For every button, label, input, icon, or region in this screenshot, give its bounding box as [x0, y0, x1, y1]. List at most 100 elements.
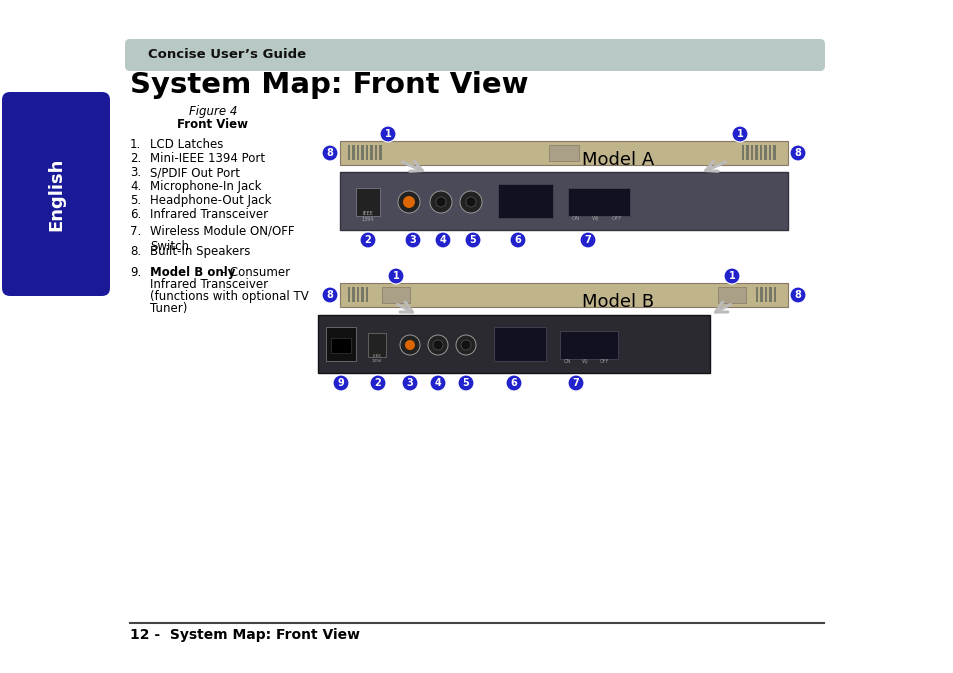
- Circle shape: [459, 191, 481, 213]
- Bar: [339, 172, 787, 230]
- Text: 2.: 2.: [130, 152, 141, 165]
- Text: System Map: Front View: System Map: Front View: [130, 71, 528, 99]
- Text: 12 -  System Map: Front View: 12 - System Map: Front View: [130, 628, 359, 642]
- Circle shape: [464, 232, 480, 248]
- FancyBboxPatch shape: [2, 92, 110, 296]
- Text: Model B: Model B: [581, 293, 653, 311]
- Circle shape: [456, 335, 476, 355]
- Bar: [368, 333, 386, 357]
- Text: 6: 6: [514, 235, 521, 245]
- Text: 4: 4: [435, 378, 441, 388]
- Bar: [497, 184, 553, 218]
- Bar: [760, 145, 761, 160]
- Text: Wireless Module ON/OFF
Switch: Wireless Module ON/OFF Switch: [150, 225, 294, 253]
- Bar: [326, 327, 355, 361]
- Bar: [375, 145, 377, 160]
- Text: English: English: [47, 157, 65, 231]
- Bar: [356, 145, 359, 160]
- Bar: [361, 287, 364, 302]
- Circle shape: [370, 375, 386, 391]
- Text: 6: 6: [510, 378, 517, 388]
- Text: LCD Latches: LCD Latches: [150, 138, 223, 151]
- Circle shape: [436, 197, 446, 207]
- Text: 6.: 6.: [130, 208, 141, 221]
- Circle shape: [402, 196, 415, 208]
- Text: 3: 3: [406, 378, 413, 388]
- Circle shape: [789, 145, 805, 161]
- Bar: [755, 287, 758, 302]
- Text: 1: 1: [393, 271, 399, 281]
- Text: Model A: Model A: [581, 151, 653, 169]
- Text: 2: 2: [375, 378, 381, 388]
- Bar: [339, 141, 787, 165]
- Text: 5: 5: [462, 378, 469, 388]
- Text: 1: 1: [728, 271, 735, 281]
- Bar: [339, 283, 787, 307]
- Text: 7.: 7.: [130, 225, 141, 238]
- FancyBboxPatch shape: [125, 39, 824, 71]
- Circle shape: [579, 232, 596, 248]
- Bar: [768, 145, 771, 160]
- Text: 1: 1: [736, 129, 742, 139]
- Text: W): W): [581, 359, 588, 364]
- Circle shape: [460, 340, 471, 350]
- Circle shape: [388, 268, 403, 284]
- Circle shape: [505, 375, 521, 391]
- Bar: [348, 287, 350, 302]
- Text: IEEE
1394: IEEE 1394: [372, 355, 382, 363]
- Bar: [718, 287, 745, 303]
- Circle shape: [405, 232, 420, 248]
- Circle shape: [723, 268, 740, 284]
- Bar: [379, 145, 381, 160]
- Circle shape: [405, 340, 415, 350]
- Bar: [348, 145, 350, 160]
- Circle shape: [435, 232, 451, 248]
- Circle shape: [322, 287, 337, 303]
- Bar: [352, 287, 355, 302]
- Text: OFF: OFF: [612, 216, 622, 221]
- Circle shape: [430, 191, 452, 213]
- Text: 8: 8: [326, 148, 334, 158]
- Bar: [548, 145, 578, 161]
- Circle shape: [465, 197, 476, 207]
- Text: 5: 5: [469, 235, 476, 245]
- Circle shape: [430, 375, 446, 391]
- Circle shape: [401, 375, 417, 391]
- Bar: [366, 145, 368, 160]
- Bar: [750, 145, 753, 160]
- Bar: [361, 145, 364, 160]
- Text: Model B only: Model B only: [150, 266, 235, 279]
- Text: 8: 8: [326, 290, 334, 300]
- Bar: [769, 287, 771, 302]
- Bar: [317, 315, 709, 373]
- Circle shape: [359, 232, 375, 248]
- Text: W): W): [592, 216, 599, 221]
- Circle shape: [510, 232, 525, 248]
- Bar: [559, 331, 618, 359]
- Circle shape: [428, 335, 448, 355]
- Bar: [370, 145, 373, 160]
- Circle shape: [457, 375, 474, 391]
- Circle shape: [567, 375, 583, 391]
- Text: 2: 2: [364, 235, 371, 245]
- Text: S/PDIF Out Port: S/PDIF Out Port: [150, 166, 240, 179]
- Text: 9: 9: [337, 378, 344, 388]
- Text: Headphone-Out Jack: Headphone-Out Jack: [150, 194, 272, 207]
- Text: 3.: 3.: [130, 166, 141, 179]
- Text: Infrared Transceiver: Infrared Transceiver: [150, 278, 268, 291]
- Text: Tuner): Tuner): [150, 302, 187, 315]
- Text: 8: 8: [794, 148, 801, 158]
- Bar: [355, 188, 379, 216]
- Text: IEEE
1394: IEEE 1394: [361, 211, 374, 222]
- Text: ON: ON: [563, 359, 571, 364]
- Text: 8.: 8.: [130, 245, 141, 258]
- Text: 7: 7: [584, 235, 591, 245]
- Text: Figure 4: Figure 4: [189, 104, 237, 118]
- Circle shape: [399, 335, 419, 355]
- Circle shape: [322, 145, 337, 161]
- Circle shape: [433, 340, 442, 350]
- Text: ON: ON: [572, 216, 579, 221]
- Text: (functions with optional TV: (functions with optional TV: [150, 290, 309, 303]
- Text: 7: 7: [572, 378, 578, 388]
- Text: Front View: Front View: [177, 118, 248, 131]
